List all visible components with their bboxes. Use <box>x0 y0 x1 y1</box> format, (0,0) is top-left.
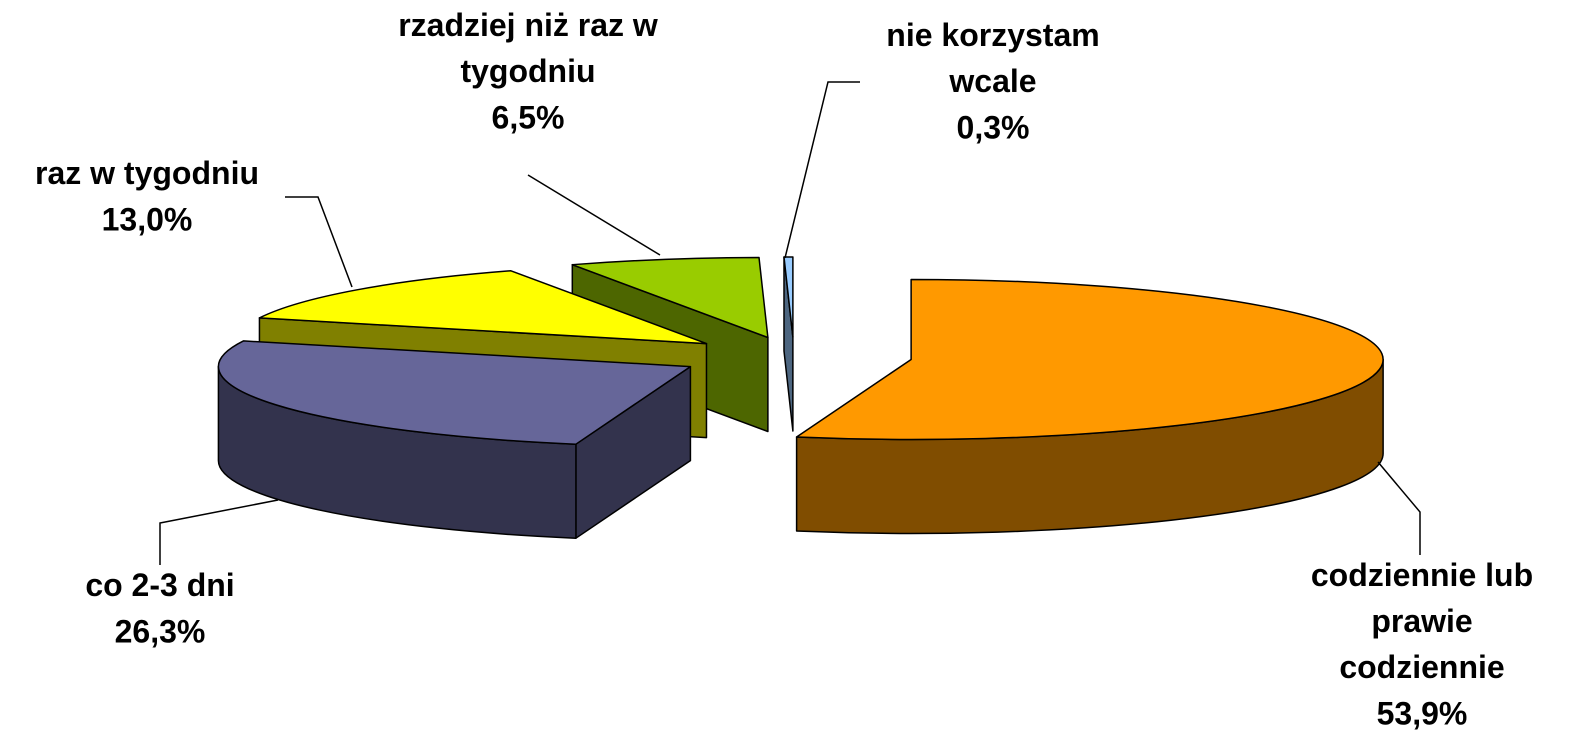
label-line: nie korzystam <box>886 17 1099 53</box>
slice-top <box>217 340 692 445</box>
slice-label: codziennie lub prawie codziennie <box>1311 557 1533 685</box>
leader-line <box>1377 461 1421 555</box>
leader-line <box>285 196 353 288</box>
slice-label: raz w tygodniu <box>35 155 259 191</box>
value-label: 13,0% <box>102 201 193 237</box>
value-label: 26,3% <box>115 613 206 649</box>
value-label: 6,5% <box>492 99 565 135</box>
label-line: rzadziej niż raz w <box>398 7 658 43</box>
label-line: wcale <box>948 63 1036 99</box>
slice-top <box>783 256 794 338</box>
slice-top <box>795 278 1384 441</box>
label-line: codziennie lub <box>1311 557 1533 593</box>
label-line: raz w tygodniu <box>35 155 259 191</box>
value-label: 53,9% <box>1377 695 1468 731</box>
leader-line <box>159 499 279 565</box>
slice-label: nie korzystam wcale <box>886 17 1099 99</box>
leader-line <box>527 174 661 256</box>
slice-label: rzadziej niż raz w tygodniu <box>398 7 658 89</box>
label-line: tygodniu <box>460 53 595 89</box>
slice-top <box>571 256 769 339</box>
label-line: prawie <box>1371 603 1472 639</box>
label-line: codziennie <box>1339 649 1504 685</box>
label-line: co 2-3 dni <box>85 567 234 603</box>
slice-top <box>258 270 708 345</box>
leader-line <box>784 81 860 259</box>
slice-label: co 2-3 dni <box>85 567 234 603</box>
value-label: 0,3% <box>957 109 1030 145</box>
